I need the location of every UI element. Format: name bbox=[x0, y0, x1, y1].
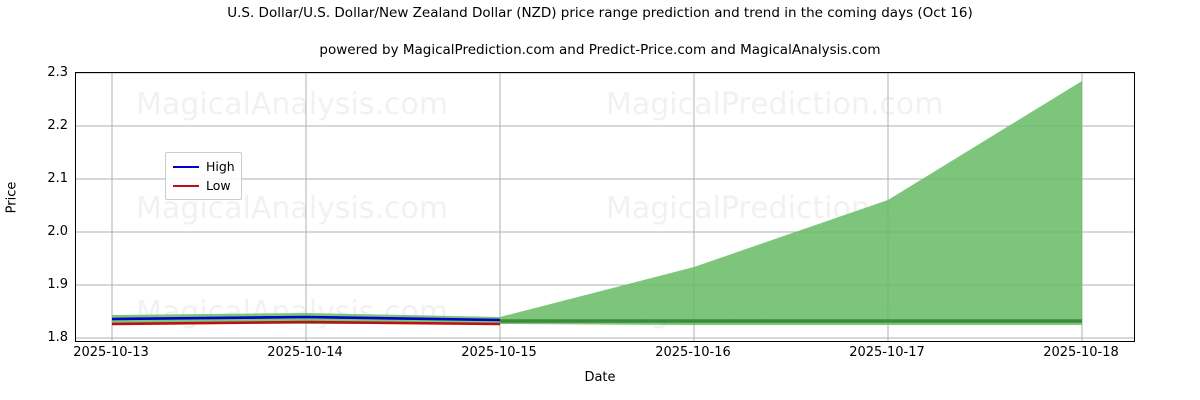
x-tick-label: 2025-10-14 bbox=[267, 345, 343, 360]
prediction-range-band bbox=[112, 81, 1082, 325]
y-axis-ticks: 1.8 1.9 2.0 2.1 2.2 2.3 bbox=[14, 0, 68, 400]
y-tick-label: 2.0 bbox=[47, 224, 68, 239]
page-title: U.S. Dollar/U.S. Dollar/New Zealand Doll… bbox=[227, 5, 973, 21]
x-tick-label: 2025-10-13 bbox=[73, 345, 149, 360]
x-tick-label: 2025-10-17 bbox=[849, 345, 925, 360]
legend-item-high[interactable]: High bbox=[171, 157, 235, 176]
legend-swatch-high-icon bbox=[173, 165, 199, 168]
chart-plot-svg bbox=[76, 73, 1134, 341]
high-series bbox=[111, 315, 501, 322]
x-tick-label: 2025-10-18 bbox=[1043, 345, 1119, 360]
y-tick-label: 1.9 bbox=[47, 277, 68, 292]
legend-item-low[interactable]: Low bbox=[171, 176, 235, 195]
x-tick-label: 2025-10-15 bbox=[461, 345, 537, 360]
plot-area: MagicalAnalysis.com MagicalPrediction.co… bbox=[75, 72, 1135, 342]
chart-subtitle: powered by MagicalPrediction.com and Pre… bbox=[319, 42, 881, 58]
chart-legend: High Low bbox=[165, 152, 242, 200]
legend-label-low: Low bbox=[206, 178, 231, 193]
y-axis-label: Price bbox=[4, 181, 20, 214]
y-tick-label: 1.8 bbox=[47, 330, 68, 345]
legend-label-high: High bbox=[206, 159, 235, 174]
y-tick-label: 2.2 bbox=[47, 118, 68, 133]
y-tick-label: 2.1 bbox=[47, 171, 68, 186]
y-tick-label: 2.3 bbox=[47, 65, 68, 80]
low-series bbox=[111, 320, 501, 326]
legend-swatch-low-icon bbox=[173, 184, 199, 187]
x-axis-label: Date bbox=[584, 370, 616, 385]
x-tick-label: 2025-10-16 bbox=[655, 345, 731, 360]
